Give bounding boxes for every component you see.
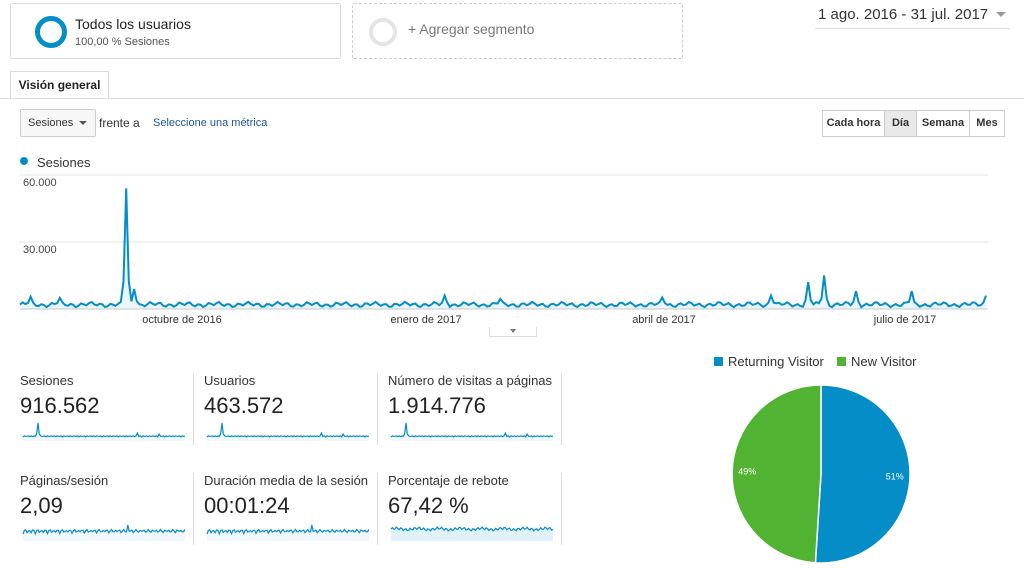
tile-divider (377, 473, 378, 545)
metric-select[interactable]: Sesiones (20, 109, 96, 137)
metric-value: 00:01:24 (204, 493, 290, 518)
chevron-down-icon (510, 329, 516, 333)
metric-label: Páginas/sesión (20, 473, 109, 488)
metric-label: Sesiones (20, 373, 74, 388)
segment-all-users[interactable]: Todos los usuarios 100,00 % Sesiones (10, 3, 341, 59)
pie-slice-new-visitor (731, 384, 822, 564)
tile-divider (561, 473, 562, 545)
legend-new-visitor: New Visitor (851, 354, 917, 369)
tile-divider (193, 373, 194, 445)
date-range-picker[interactable]: 1 ago. 2016 - 31 jul. 2017 (818, 6, 989, 23)
metric-value: 1.914.776 (388, 393, 486, 418)
metric-sparkline (22, 524, 186, 541)
segment-ring-icon (35, 16, 67, 48)
y-tick-label: 60.000 (23, 177, 57, 189)
granularity-day-button[interactable]: Día (884, 110, 917, 137)
sparkline-area (391, 423, 553, 441)
metric-tile-sessions[interactable]: Sesiones 916.562 (20, 373, 190, 453)
chevron-down-icon[interactable] (996, 12, 1006, 17)
metric-tile-pageviews[interactable]: Número de visitas a páginas 1.914.776 (388, 373, 558, 453)
date-range-underline (815, 28, 1010, 29)
visitor-type-pie-chart: 51% 49% (731, 384, 911, 564)
chart-expand-handle[interactable] (489, 327, 537, 337)
sessions-line (19, 188, 987, 309)
metric-label: Porcentaje de rebote (388, 473, 509, 488)
metric-value: 463.572 (204, 393, 284, 418)
sparkline-area (23, 423, 185, 441)
metric-sparkline (390, 526, 554, 541)
legend-swatch-new (837, 357, 846, 366)
metric-sparkline (206, 524, 370, 541)
sparkline-line (206, 422, 370, 438)
granularity-week-button[interactable]: Semana (916, 110, 970, 137)
versus-text: frente a (99, 116, 140, 130)
sessions-line-chart: 60.000 30.000 octubre de 2016 enero de 2… (19, 174, 988, 326)
metric-label: Número de visitas a páginas (388, 373, 553, 388)
metric-tile-pages-per-session[interactable]: Páginas/sesión 2,09 (20, 473, 190, 553)
x-tick-label: enero de 2017 (391, 314, 462, 326)
x-tick-label: octubre de 2016 (142, 314, 222, 326)
add-segment-label: + Agregar segmento (408, 21, 535, 37)
pie-slice-returning-visitor (814, 384, 911, 564)
granularity-hourly-button[interactable]: Cada hora (822, 110, 885, 137)
sparkline-line (390, 422, 554, 438)
select-metric-link[interactable]: Seleccione una métrica (153, 117, 268, 129)
metric-sparkline (390, 422, 554, 441)
legend-marker (20, 157, 28, 165)
tab-overview[interactable]: Visión general (10, 71, 109, 99)
metric-value: 916.562 (20, 393, 100, 418)
metric-tile-users[interactable]: Usuarios 463.572 (204, 373, 374, 453)
sessions-area (20, 188, 986, 309)
segment-subtitle: 100,00 % Sesiones (75, 36, 170, 48)
metric-tile-avg-duration[interactable]: Duración media de la sesión 00:01:24 (204, 473, 374, 553)
pie-label-returning: 51% (886, 471, 904, 481)
sparkline-area (207, 525, 369, 541)
sparkline-area (207, 423, 369, 441)
legend-returning-visitor: Returning Visitor (728, 354, 824, 369)
metric-tile-bounce-rate[interactable]: Porcentaje de rebote 67,42 % (388, 473, 558, 553)
y-tick-label: 30.000 (23, 244, 57, 256)
tile-divider (377, 373, 378, 445)
metric-select-label: Sesiones (28, 117, 74, 129)
metric-label: Duración media de la sesión (204, 473, 369, 488)
add-segment-button[interactable]: + Agregar segmento (352, 3, 683, 59)
empty-ring-icon (369, 18, 397, 46)
metric-sparkline (22, 422, 186, 441)
granularity-month-button[interactable]: Mes (969, 110, 1005, 137)
sparkline-line (22, 422, 186, 438)
metric-sparkline (206, 422, 370, 441)
x-tick-label: julio de 2017 (873, 314, 936, 326)
metric-value: 2,09 (20, 493, 63, 518)
sparkline-area (23, 525, 185, 541)
metric-label: Usuarios (204, 373, 256, 388)
caret-down-icon (79, 121, 87, 125)
legend-swatch-returning (714, 357, 723, 366)
metric-value: 67,42 % (388, 493, 469, 518)
pie-label-new: 49% (738, 467, 756, 477)
segment-title: Todos los usuarios (75, 16, 191, 32)
sparkline-line (390, 526, 554, 532)
sparkline-line (206, 524, 370, 536)
tile-divider (193, 473, 194, 545)
sparkline-line (22, 524, 186, 536)
x-tick-label: abril de 2017 (632, 314, 696, 326)
tile-divider (561, 373, 562, 445)
tab-divider (0, 98, 1024, 99)
legend-label: Sesiones (37, 155, 91, 170)
